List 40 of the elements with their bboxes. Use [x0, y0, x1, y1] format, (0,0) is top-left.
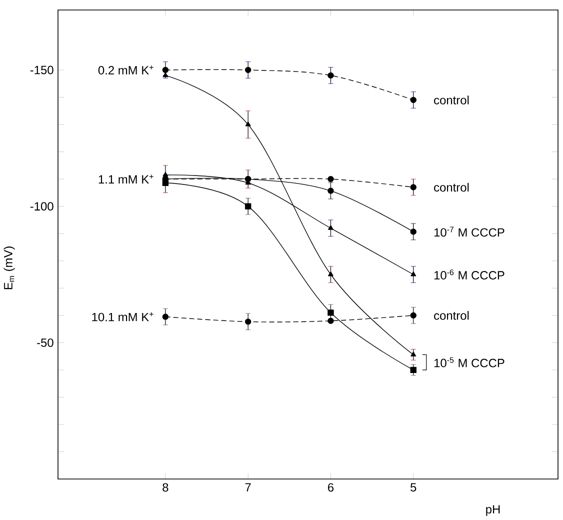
y-tick-label: -50 — [37, 338, 54, 347]
point — [162, 314, 169, 320]
point — [244, 66, 252, 74]
annotation: 10$^{-5}$ M CCCP — [434, 357, 504, 368]
point — [245, 121, 251, 126]
series-label: 10$^{-7}$ M CCCP — [434, 226, 504, 237]
point — [244, 318, 252, 325]
point — [410, 96, 416, 104]
y-tick-label: -100 — [30, 202, 54, 211]
point — [328, 188, 334, 194]
x-tick-label: 7 — [245, 483, 251, 492]
point — [328, 318, 334, 324]
point — [328, 225, 334, 230]
point — [328, 176, 334, 182]
x-tick-label: 8 — [162, 483, 168, 492]
y-tick-label: -150 — [30, 66, 54, 74]
series-label: control — [434, 96, 469, 104]
series-label: control — [434, 311, 469, 320]
point — [162, 66, 169, 74]
point — [410, 271, 416, 276]
y-axis-title: E$_{m}$ (mV) — [4, 246, 15, 290]
point — [162, 172, 168, 177]
point — [328, 72, 334, 79]
annotation: 1.1 mM K$^{+}$ — [98, 174, 154, 184]
annotation: 0.2 mM K$^{+}$ — [98, 65, 154, 75]
point — [410, 352, 416, 356]
series-label: 10$^{-6}$ M CCCP — [434, 269, 504, 280]
point — [410, 184, 416, 190]
point — [410, 312, 416, 318]
point — [410, 228, 416, 235]
x-axis-title: pH — [486, 505, 500, 516]
point — [162, 180, 169, 186]
point — [328, 310, 334, 316]
annotation: 10.1 mM K$^{+}$ — [92, 312, 154, 322]
series-label: control — [434, 182, 469, 192]
point — [410, 366, 416, 374]
point — [328, 271, 334, 276]
x-tick-label: 6 — [328, 483, 334, 492]
point — [244, 203, 252, 210]
x-tick-label: 5 — [410, 483, 416, 492]
